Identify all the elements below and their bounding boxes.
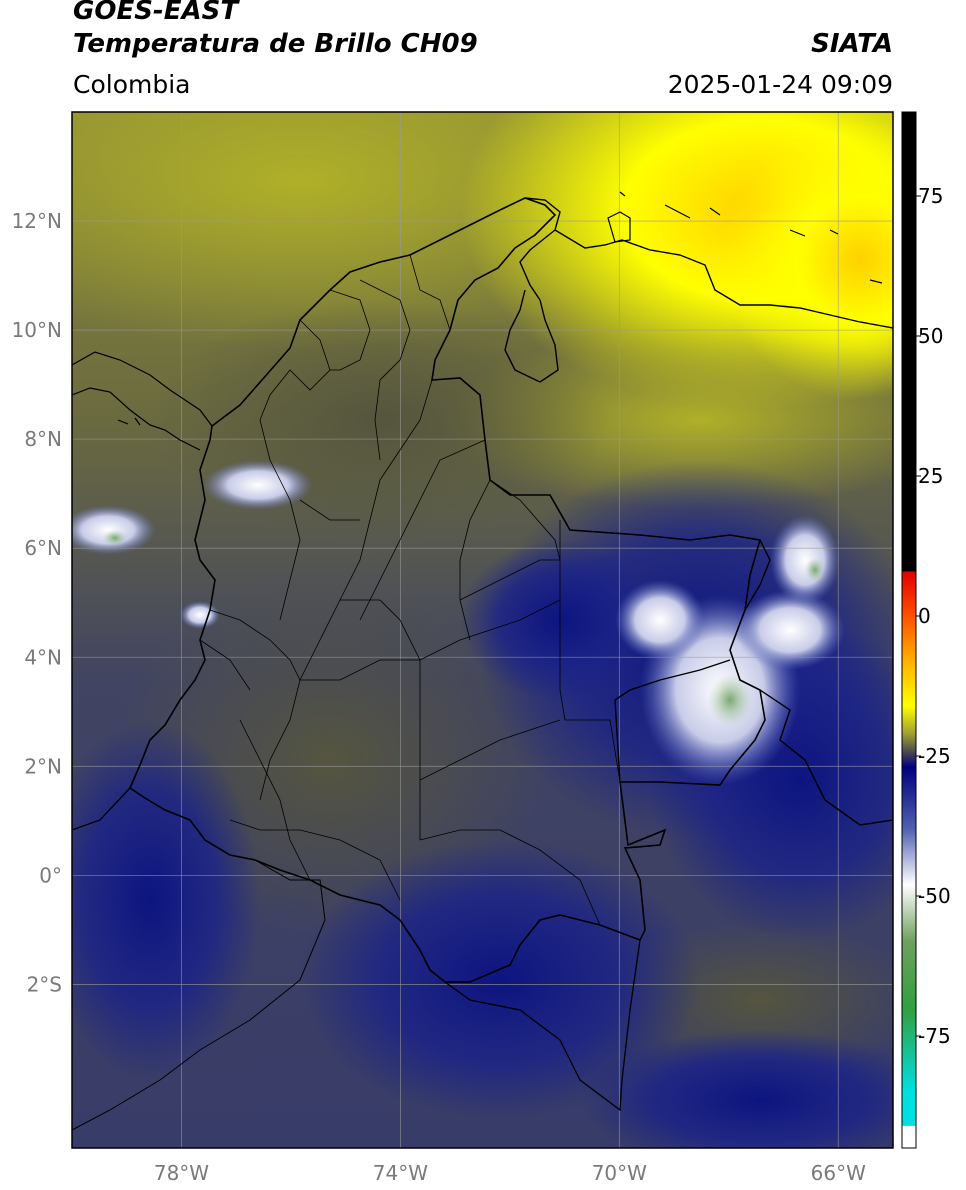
islands <box>607 191 883 284</box>
ecuador-border <box>72 859 326 1131</box>
colorbar: 75 50 25 0 -25 -50 -75 <box>901 111 951 1149</box>
colorbar-tick-label: -25 <box>918 744 951 768</box>
venezuela-brazil-border <box>614 539 893 826</box>
venezuela-interior <box>489 479 621 783</box>
lat-tick-label: 8°N <box>24 427 62 451</box>
lat-tick-label: 2°S <box>27 972 62 996</box>
datetime-label: 2025-01-24 09:09 <box>667 70 893 99</box>
lat-tick-label: 4°N <box>24 645 62 669</box>
lat-tick-label: 10°N <box>12 318 62 342</box>
lat-tick-label: 6°N <box>24 536 62 560</box>
org-label: SIATA <box>811 29 893 59</box>
map-frame <box>71 111 894 1149</box>
latitude-axis: 12°N 10°N 8°N 6°N 4°N 2°N 0° 2°S <box>12 209 62 996</box>
colorbar-tick-label: -75 <box>918 1024 951 1048</box>
colorbar-tick-label: 25 <box>918 464 943 488</box>
lat-tick-label: 2°N <box>24 754 62 778</box>
lat-tick-label: 12°N <box>12 209 62 233</box>
satellite-imagery <box>72 112 893 1148</box>
colorbar-tick-label: 75 <box>918 184 943 208</box>
country-borders <box>72 191 893 1131</box>
product-title: Temperatura de Brillo CH09 <box>73 29 478 59</box>
colorbar-tick-label: -50 <box>918 884 951 908</box>
venezuela-coast <box>504 197 893 383</box>
colorbar-tick-label: 0 <box>918 604 931 628</box>
lon-tick-label: 74°W <box>373 1161 428 1185</box>
colorbar-gradient <box>901 111 917 1149</box>
region-label: Colombia <box>73 70 191 99</box>
satellite-title: GOES-EAST <box>73 0 239 26</box>
lon-tick-label: 70°W <box>592 1161 647 1185</box>
lon-tick-label: 66°W <box>811 1161 866 1185</box>
longitude-axis: 78°W 74°W 70°W 66°W <box>154 1161 866 1185</box>
central-america <box>72 351 213 451</box>
lon-tick-label: 78°W <box>154 1161 209 1185</box>
lat-tick-label: 0° <box>39 863 62 887</box>
colorbar-tick-label: 50 <box>918 324 943 348</box>
peru-border <box>72 787 641 1112</box>
department-borders <box>199 254 601 926</box>
map-gridlines <box>72 112 893 1148</box>
